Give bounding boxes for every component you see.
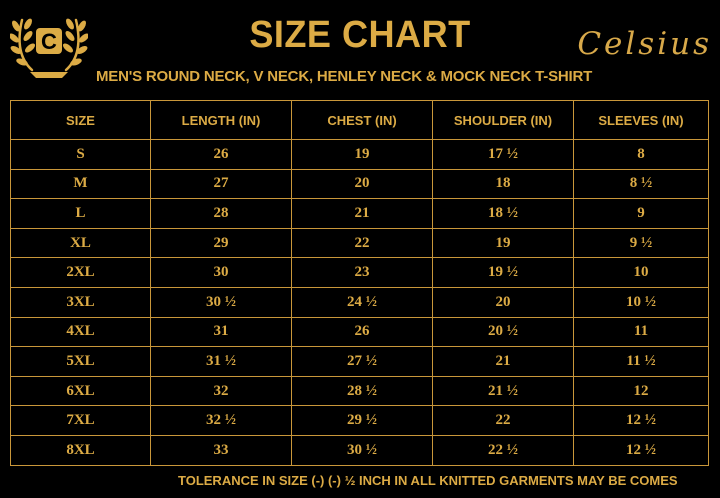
table-cell: 32 — [150, 375, 292, 407]
table-cell: 32 ½ — [150, 405, 292, 436]
table-cell: 10 — [573, 257, 709, 288]
table-cell: 3XL — [10, 286, 151, 318]
table-cell: 21 — [291, 198, 433, 229]
table-cell: 11 ½ — [573, 346, 709, 377]
table-cell: 20 ½ — [432, 316, 574, 348]
table-row: XL 29 22 19 9 ½ — [10, 227, 709, 259]
table-row: 6XL 32 28 ½ 21 ½ 12 — [10, 375, 709, 407]
table-cell: 26 — [291, 316, 433, 348]
column-header: SLEEVES (IN) — [573, 100, 709, 140]
table-cell: 30 — [150, 257, 292, 288]
brand-wordmark: Celsius — [577, 26, 712, 62]
subtitle: MEN'S ROUND NECK, V NECK, HENLEY NECK & … — [96, 68, 593, 85]
table-cell: 28 — [150, 198, 292, 229]
table-cell: S — [10, 139, 151, 170]
table-cell: 17 ½ — [432, 139, 574, 170]
table-cell: 22 — [432, 405, 574, 436]
table-cell: 18 ½ — [432, 198, 574, 229]
table-cell: 23 — [291, 257, 433, 288]
table-cell: 12 ½ — [573, 405, 709, 436]
table-cell: 2XL — [10, 257, 151, 288]
table-cell: 5XL — [10, 346, 151, 377]
table-cell: 18 — [432, 168, 574, 200]
table-row: 4XL 31 26 20 ½ 11 — [10, 316, 709, 348]
table-cell: 8XL — [10, 434, 151, 466]
table-cell: 29 ½ — [291, 405, 433, 436]
table-cell: 7XL — [10, 405, 151, 436]
page-title: SIZE CHART — [249, 14, 471, 56]
table-row: 7XL 32 ½ 29 ½ 22 12 ½ — [10, 405, 709, 436]
svg-text:C: C — [41, 29, 57, 54]
table-cell: 19 — [291, 139, 433, 170]
table-cell: 20 — [432, 286, 574, 318]
table-cell: 27 ½ — [291, 346, 433, 377]
column-header: LENGTH (IN) — [150, 100, 292, 140]
table-cell: L — [10, 198, 151, 229]
table-cell: 30 ½ — [291, 434, 433, 466]
table-cell: 19 — [432, 227, 574, 259]
table-cell: 33 — [150, 434, 292, 466]
tolerance-note: TOLERANCE IN SIZE (-) (-) ½ INCH IN ALL … — [178, 473, 678, 488]
column-header: SHOULDER (IN) — [432, 100, 574, 140]
table-cell: 10 ½ — [573, 286, 709, 318]
size-chart-table: SIZE LENGTH (IN) CHEST (IN) SHOULDER (IN) SL… — [10, 100, 709, 466]
table-cell: 9 — [573, 198, 709, 229]
table-cell: 8 — [573, 139, 709, 170]
table-cell: 28 ½ — [291, 375, 433, 407]
table-cell: 29 — [150, 227, 292, 259]
table-row: M 27 20 18 8 ½ — [10, 168, 709, 200]
table-cell: 21 ½ — [432, 375, 574, 407]
table-cell: 24 ½ — [291, 286, 433, 318]
table-cell: 20 — [291, 168, 433, 200]
table-cell: 11 — [573, 316, 709, 348]
table-cell: M — [10, 168, 151, 200]
table-cell: 4XL — [10, 316, 151, 348]
table-header-row: SIZE LENGTH (IN) CHEST (IN) SHOULDER (IN) SL… — [10, 100, 709, 140]
laurel-logo-icon: C — [10, 18, 88, 78]
table-cell: 31 — [150, 316, 292, 348]
table-row: 2XL 30 23 19 ½ 10 — [10, 257, 709, 288]
table-row: 3XL 30 ½ 24 ½ 20 10 ½ — [10, 286, 709, 318]
table-cell: 19 ½ — [432, 257, 574, 288]
table-cell: 21 — [432, 346, 574, 377]
column-header: SIZE — [10, 100, 151, 140]
column-header: CHEST (IN) — [291, 100, 433, 140]
table-cell: 12 — [573, 375, 709, 407]
table-cell: 27 — [150, 168, 292, 200]
table-cell: XL — [10, 227, 151, 259]
table-cell: 8 ½ — [573, 168, 709, 200]
table-cell: 6XL — [10, 375, 151, 407]
table-cell: 12 ½ — [573, 434, 709, 466]
table-cell: 9 ½ — [573, 227, 709, 259]
table-row: 5XL 31 ½ 27 ½ 21 11 ½ — [10, 346, 709, 377]
table-row: 8XL 33 30 ½ 22 ½ 12 ½ — [10, 434, 709, 466]
table-cell: 30 ½ — [150, 286, 292, 318]
table-cell: 26 — [150, 139, 292, 170]
table-cell: 22 ½ — [432, 434, 574, 466]
table-cell: 22 — [291, 227, 433, 259]
table-cell: 31 ½ — [150, 346, 292, 377]
